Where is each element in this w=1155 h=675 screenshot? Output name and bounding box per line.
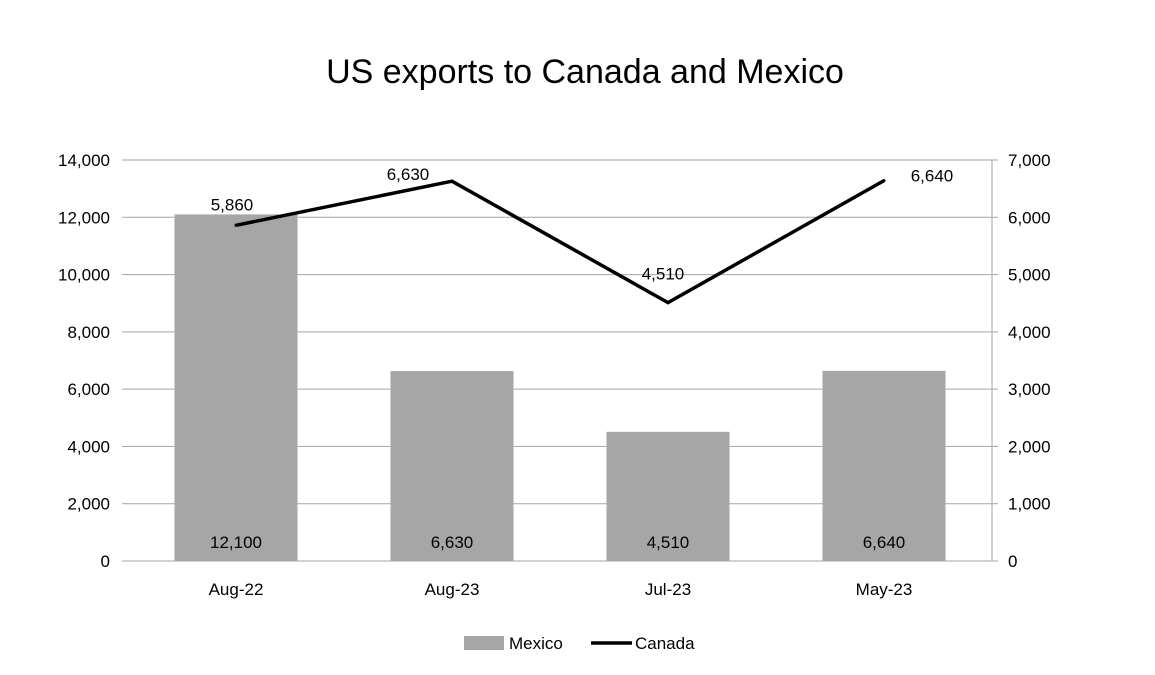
right-tick-label: 1,000 (1008, 495, 1051, 514)
left-tick-label: 2,000 (67, 495, 110, 514)
legend-label-mexico: Mexico (509, 634, 563, 653)
data-labels: 12,100 6,630 4,510 6,640 5,860 6,630 4,510 6,64… (210, 165, 953, 552)
point-canada-aug-23 (450, 179, 454, 183)
data-label-canada: 4,510 (642, 265, 685, 284)
right-tick-label: 3,000 (1008, 380, 1051, 399)
left-tick-label: 6,000 (67, 380, 110, 399)
point-canada-jul-23 (666, 301, 670, 305)
left-tick-label: 10,000 (58, 266, 110, 285)
legend: Mexico Canada (464, 634, 695, 653)
point-canada-may-23 (882, 179, 886, 183)
data-label-mexico: 12,100 (210, 533, 262, 552)
data-label-mexico: 4,510 (647, 533, 690, 552)
right-tick-label: 0 (1008, 552, 1017, 571)
data-label-canada: 6,640 (911, 167, 954, 186)
bar-mexico-may-23 (822, 370, 946, 561)
data-label-mexico: 6,630 (431, 533, 474, 552)
left-tick-label: 0 (101, 552, 110, 571)
right-tick-label: 4,000 (1008, 323, 1051, 342)
left-tick-label: 14,000 (58, 151, 110, 170)
right-tick-label: 5,000 (1008, 266, 1051, 285)
data-label-canada: 6,630 (387, 165, 430, 184)
x-tick-label: May-23 (856, 580, 913, 599)
x-tick-label: Aug-22 (209, 580, 264, 599)
x-tick-label: Jul-23 (645, 580, 691, 599)
right-tick-label: 2,000 (1008, 437, 1051, 456)
legend-swatch-mexico (464, 636, 504, 650)
canada-line-layer (234, 179, 886, 305)
mexico-bars (174, 214, 946, 561)
right-y-axis: 0 1,000 2,000 3,000 4,000 5,000 6,000 7,000 (991, 151, 1051, 571)
point-canada-aug-22 (234, 223, 238, 227)
x-tick-label: Aug-23 (425, 580, 480, 599)
line-canada (235, 179, 885, 305)
bar-mexico-aug-23 (390, 371, 514, 561)
x-axis: Aug-22 Aug-23 Jul-23 May-23 (209, 580, 913, 599)
left-y-axis: 0 2,000 4,000 6,000 8,000 10,000 12,000 14,000 (58, 151, 128, 571)
left-tick-label: 8,000 (67, 323, 110, 342)
right-tick-label: 7,000 (1008, 151, 1051, 170)
data-label-canada: 5,860 (211, 195, 254, 214)
chart-title: US exports to Canada and Mexico (326, 53, 844, 91)
bar-mexico-aug-22 (174, 214, 298, 561)
left-tick-label: 12,000 (58, 208, 110, 227)
left-tick-label: 4,000 (67, 437, 110, 456)
legend-label-canada: Canada (635, 634, 695, 653)
bar-mexico-jul-23 (606, 431, 730, 561)
data-label-mexico: 6,640 (863, 533, 906, 552)
right-tick-label: 6,000 (1008, 208, 1051, 227)
